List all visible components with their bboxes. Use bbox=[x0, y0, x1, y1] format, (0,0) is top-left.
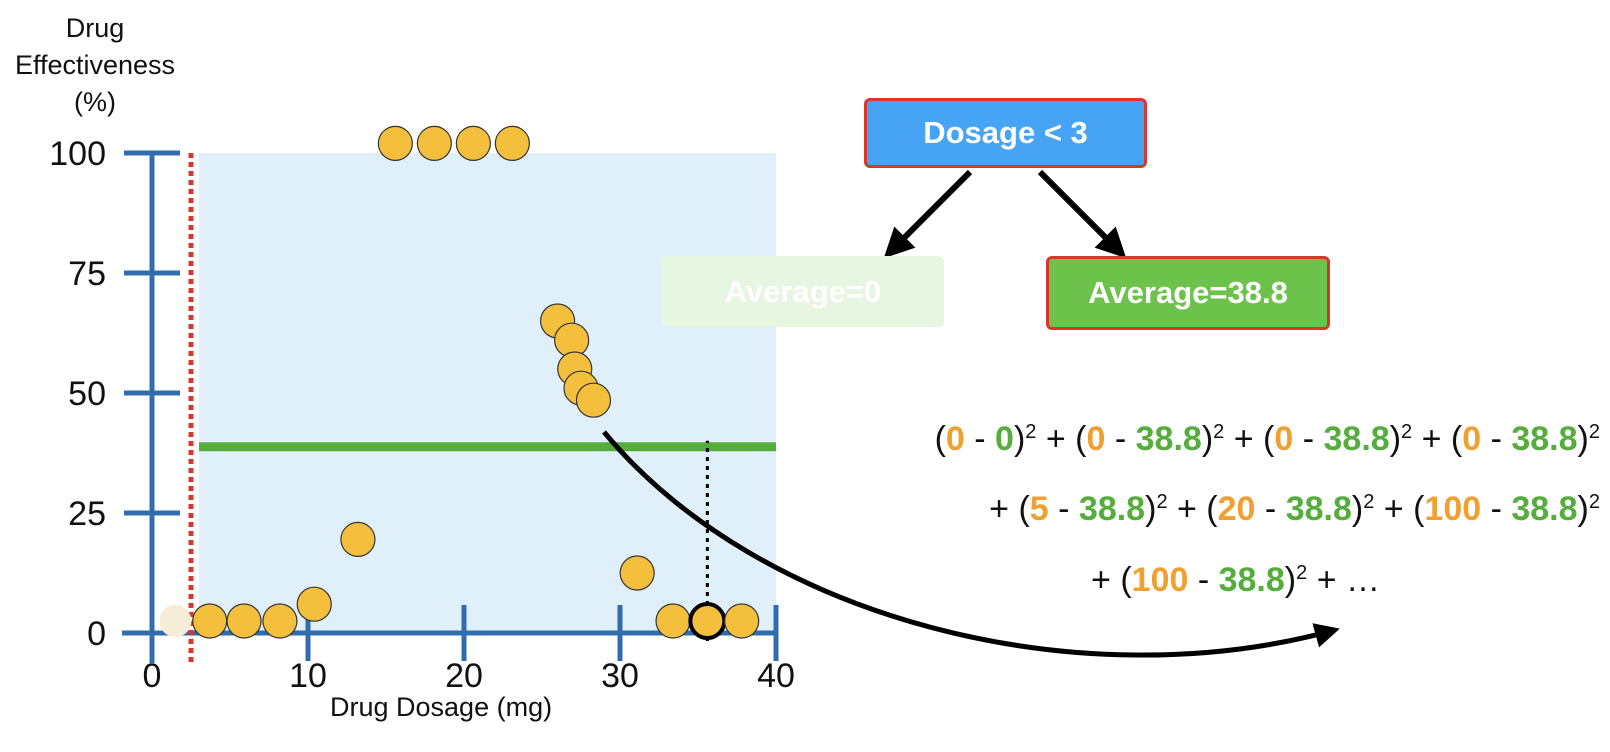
observed-value: 20 bbox=[1217, 490, 1256, 528]
square-exponent: 2 bbox=[1588, 491, 1600, 513]
y-tick-label: 25 bbox=[68, 495, 106, 533]
y-axis-label-line: (%) bbox=[74, 87, 116, 117]
y-tick-label: 75 bbox=[68, 255, 106, 293]
data-point bbox=[192, 603, 228, 639]
equation-symbol: + ( bbox=[1412, 420, 1463, 458]
data-point bbox=[575, 382, 612, 418]
data-point bbox=[296, 586, 332, 622]
data-point bbox=[377, 125, 413, 161]
x-tick-label: 30 bbox=[601, 657, 639, 695]
y-axis-label: Drug Effectiveness (%) bbox=[0, 10, 190, 121]
equation-symbol: ) bbox=[1201, 420, 1214, 458]
equation-symbol: - bbox=[1481, 490, 1512, 528]
equation-symbol: + ( bbox=[1374, 490, 1425, 528]
data-point bbox=[226, 603, 262, 639]
data-point bbox=[340, 521, 376, 558]
y-tick-label: 50 bbox=[68, 375, 106, 413]
x-axis-label: Drug Dosage (mg) bbox=[330, 692, 553, 722]
tree-left-leaf: Average=0 bbox=[662, 256, 944, 327]
equation-symbol: - bbox=[1105, 420, 1136, 458]
equation-symbol: - bbox=[1481, 420, 1512, 458]
equation-symbol: + ( bbox=[1091, 561, 1132, 599]
average-value: 38.8 bbox=[1285, 490, 1352, 528]
equation-symbol: + ( bbox=[1167, 490, 1218, 528]
average-value: 38.8 bbox=[1218, 561, 1285, 599]
average-value: 38.8 bbox=[1135, 420, 1202, 458]
tree-arrow-right bbox=[1037, 169, 1127, 259]
square-exponent: 2 bbox=[1213, 421, 1225, 443]
equation-symbol: ) bbox=[1351, 490, 1364, 528]
x-tick-label: 40 bbox=[757, 657, 795, 695]
square-exponent: 2 bbox=[1363, 491, 1375, 513]
average-value: 38.8 bbox=[1078, 490, 1146, 528]
equation-symbol: ) bbox=[1013, 420, 1026, 458]
data-point bbox=[262, 603, 298, 639]
equation-symbol: + ( bbox=[989, 490, 1030, 528]
x-tick-label: 0 bbox=[143, 657, 162, 695]
square-exponent: 2 bbox=[1588, 421, 1600, 443]
equation-symbol: ) bbox=[1577, 420, 1589, 458]
equation-symbol: - bbox=[964, 420, 996, 458]
y-axis-label-line: Drug bbox=[65, 13, 125, 43]
residual-arrow bbox=[602, 430, 1340, 658]
y-tick-label: 0 bbox=[87, 615, 106, 653]
equation-symbol: ) bbox=[1145, 490, 1157, 528]
observed-value: 100 bbox=[1131, 561, 1189, 599]
data-point bbox=[619, 555, 655, 591]
equation-line-2: + (5 - 38.8)2 + (20 - 38.8)2 + (100 - 38… bbox=[989, 490, 1600, 529]
tree-right-leaf: Average=38.8 bbox=[1046, 256, 1330, 330]
observed-value: 0 bbox=[1086, 420, 1106, 458]
x-tick-label: 10 bbox=[289, 657, 327, 695]
square-exponent: 2 bbox=[1156, 491, 1168, 513]
average-value: 38.8 bbox=[1511, 420, 1578, 458]
equation-symbol: - bbox=[1293, 420, 1324, 458]
data-point bbox=[724, 603, 760, 639]
x-tick-label: 20 bbox=[445, 657, 483, 695]
equation-symbol: - bbox=[1255, 490, 1286, 528]
equation-symbol: ) bbox=[1577, 490, 1589, 528]
average-value: 38.8 bbox=[1323, 420, 1390, 458]
equation-line-1: (0 - 0)2 + (0 - 38.8)2 + (0 - 38.8)2 + (… bbox=[935, 420, 1600, 459]
equation-symbol: - bbox=[1048, 490, 1079, 528]
equation-symbol: + … bbox=[1307, 561, 1380, 599]
equation-symbol: + ( bbox=[1036, 420, 1087, 458]
equation-symbol: ) bbox=[1284, 561, 1297, 599]
square-exponent: 2 bbox=[1025, 421, 1037, 443]
data-point bbox=[455, 125, 491, 161]
tree-root-node: Dosage < 3 bbox=[864, 98, 1147, 168]
equation-line-3: + (100 - 38.8)2 + … bbox=[1091, 561, 1380, 600]
data-point bbox=[655, 603, 691, 639]
data-point bbox=[416, 125, 452, 161]
observed-value: 0 bbox=[945, 420, 965, 458]
equation-symbol: - bbox=[1188, 561, 1219, 599]
observed-value: 100 bbox=[1424, 490, 1482, 528]
equation-symbol: ( bbox=[934, 420, 946, 458]
square-exponent: 2 bbox=[1401, 421, 1413, 443]
right-region bbox=[199, 153, 776, 633]
observed-value: 0 bbox=[1274, 420, 1294, 458]
square-exponent: 2 bbox=[1296, 562, 1308, 584]
equation-symbol: + ( bbox=[1224, 420, 1275, 458]
observed-value: 5 bbox=[1029, 490, 1049, 528]
y-axis-label-line: Effectiveness bbox=[14, 50, 176, 80]
data-point bbox=[494, 125, 530, 161]
average-value: 0 bbox=[995, 420, 1014, 458]
tree-arrow-left bbox=[883, 169, 973, 259]
equation-symbol: ) bbox=[1389, 420, 1402, 458]
average-value: 38.8 bbox=[1511, 490, 1578, 528]
y-tick-label: 100 bbox=[49, 135, 106, 173]
observed-value: 0 bbox=[1462, 420, 1482, 458]
faded-data-point bbox=[159, 605, 192, 637]
highlighted-data-point bbox=[688, 602, 727, 640]
